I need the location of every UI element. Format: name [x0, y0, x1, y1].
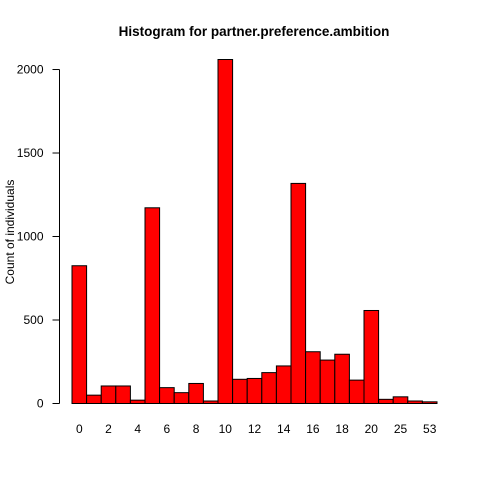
histogram-bar-7: [173, 392, 190, 404]
y-tick-label-500: 500: [23, 313, 43, 327]
y-tick-label-0: 0: [37, 397, 44, 411]
histogram-bar-4: [129, 399, 146, 405]
bars-group: [71, 59, 438, 405]
y-tick-label-1500: 1500: [17, 146, 44, 160]
x-tick-labels: 0 2 4 6 8 10 12 14 16 18 20 25 53: [76, 422, 437, 436]
x-tick-label-53: 53: [423, 422, 437, 436]
histogram-bar-0: [71, 265, 88, 405]
x-tick-label-18: 18: [335, 422, 349, 436]
x-tick-label-4: 4: [134, 422, 141, 436]
x-tick-label-20: 20: [365, 422, 379, 436]
histogram-bar-3: [115, 385, 131, 405]
x-tick-label-2: 2: [105, 422, 112, 436]
histogram-bar-13: [261, 372, 277, 404]
histogram-bar-5: [144, 207, 161, 404]
histogram-bar-14: [275, 365, 292, 404]
histogram-bar-17: [319, 359, 336, 404]
histogram-bar-11: [232, 378, 248, 405]
histogram-bar-6: [159, 387, 175, 405]
histogram-bar-18: [334, 353, 350, 404]
histogram-bar-25: [392, 396, 409, 405]
histogram-bar-23: [378, 398, 394, 404]
x-tick-label-25: 25: [394, 422, 408, 436]
histogram-bar-10: [217, 59, 234, 404]
x-tick-label-6: 6: [164, 422, 171, 436]
x-tick-label-10: 10: [219, 422, 233, 436]
histogram-bar-16: [305, 351, 321, 405]
x-tick-label-12: 12: [248, 422, 262, 436]
y-axis: 0 500 1000 1500 2000: [17, 63, 60, 411]
histogram-bar-1: [86, 394, 102, 404]
histogram-bar-2: [100, 385, 117, 405]
y-axis-label: Count of individuals: [3, 180, 17, 285]
histogram-bar-8: [188, 382, 204, 404]
x-tick-label-16: 16: [306, 422, 320, 436]
histogram-bar-20: [363, 309, 380, 404]
histogram-bar-53: [421, 401, 438, 404]
x-tick-label-8: 8: [193, 422, 200, 436]
histogram-bar-15: [290, 182, 307, 404]
histogram-bar-50: [407, 400, 423, 404]
x-tick-label-14: 14: [277, 422, 291, 436]
x-tick-label-0: 0: [76, 422, 83, 436]
histogram-bar-9: [202, 400, 219, 404]
y-tick-label-2000: 2000: [17, 63, 44, 77]
histogram-bar-19: [348, 379, 365, 404]
y-tick-label-1000: 1000: [17, 230, 44, 244]
chart-title: Histogram for partner.preference.ambitio…: [119, 24, 390, 39]
histogram-bar-12: [246, 377, 263, 405]
